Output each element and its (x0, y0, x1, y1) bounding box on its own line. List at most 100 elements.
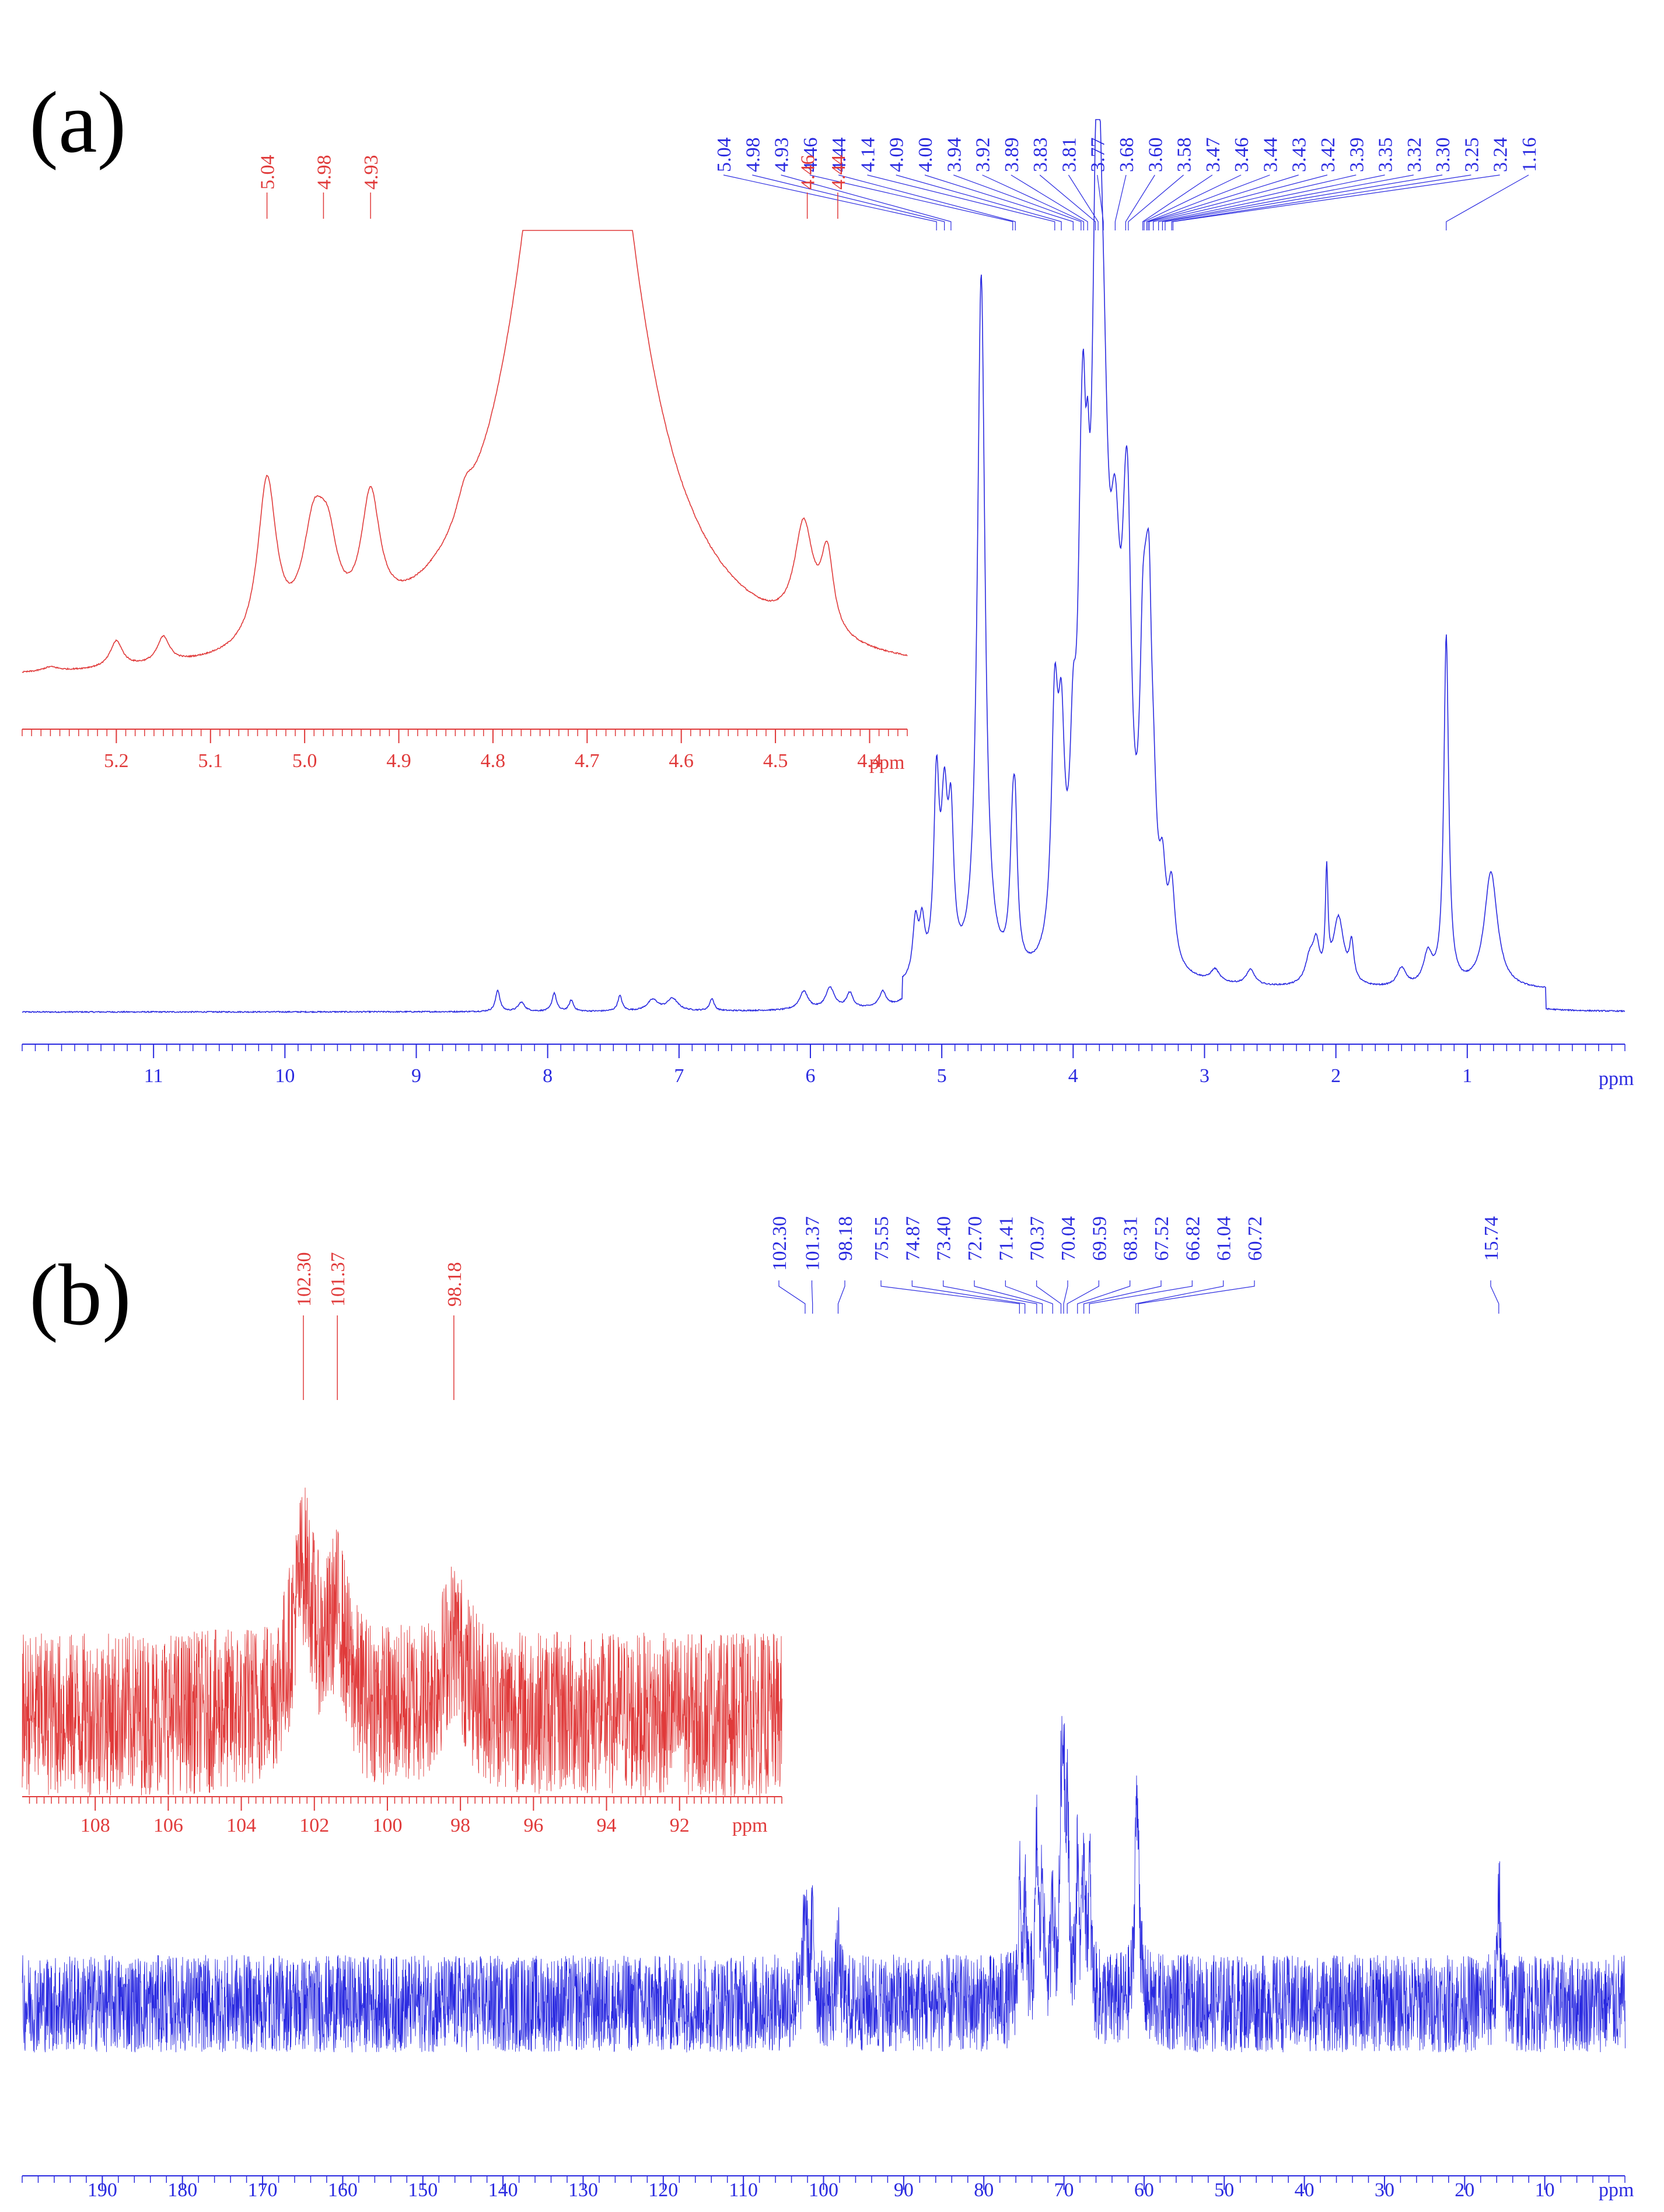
b-main-peak-label-10: 69.59 (1089, 1216, 1110, 1261)
a-main-tick-label-1: 10 (275, 1065, 295, 1087)
b-inset-spectrum-trace (22, 1488, 782, 1797)
a-main-peak-leader-1 (752, 174, 945, 230)
a-main-peak-leader-10 (1011, 174, 1088, 230)
b-main-peak-label-4: 74.87 (902, 1216, 924, 1261)
b-main-tick-label-18: 10 (1535, 2179, 1555, 2201)
a-main-peak-label-22: 3.39 (1346, 138, 1368, 173)
a-main-tick-label-2: 9 (411, 1065, 421, 1087)
b-main-tick-label-8: 110 (729, 2179, 758, 2201)
b-main-peak-label-16: 15.74 (1481, 1216, 1502, 1261)
b-main-tick-label-13: 60 (1134, 2179, 1154, 2201)
b-main-peak-leader-5 (943, 1280, 1037, 1314)
a-main-peak-label-19: 3.44 (1260, 138, 1281, 173)
a-main-peak-label-16: 3.58 (1174, 138, 1195, 173)
a-main-minor-ticks (22, 1044, 1625, 1051)
a-main-peak-leader-19 (1146, 174, 1270, 230)
a-inset-tick-label-6: 4.6 (669, 750, 694, 772)
a-inset-peak-label-4: 4.44 (828, 155, 850, 190)
a-inset-peak-label-0: 5.04 (257, 155, 279, 190)
b-main-peak-leader-0 (778, 1280, 806, 1314)
a-main-peak-label-26: 3.25 (1461, 138, 1483, 173)
b-main-peak-leader-10 (1067, 1280, 1099, 1314)
a-main-peak-label-4: 4.44 (828, 138, 850, 173)
a-main-peak-leader-16 (1128, 174, 1184, 230)
a-main-peak-label-7: 4.00 (915, 138, 936, 173)
b-main-tick-label-2: 170 (248, 2179, 278, 2201)
a-main-peak-leader-12 (1068, 174, 1099, 230)
a-main-peak-label-13: 3.77 (1088, 138, 1109, 173)
b-main-peak-leader-9 (1063, 1280, 1068, 1314)
b-main-peak-leader-1 (811, 1280, 813, 1314)
b-main-peak-label-15: 60.72 (1244, 1216, 1266, 1261)
b-main-peak-leader-4 (911, 1280, 1026, 1314)
a-main-tick-label-3: 8 (543, 1065, 553, 1087)
b-main-peak-leader-8 (1036, 1280, 1062, 1314)
b-main-peak-leader-7 (1005, 1280, 1053, 1314)
a-main-peak-leader-25 (1165, 174, 1443, 230)
a-main-peak-label-10: 3.89 (1001, 138, 1023, 173)
a-main-peak-leader-15 (1125, 174, 1155, 230)
a-main-peak-leader-8 (953, 174, 1082, 230)
b-main-tick-label-1: 180 (167, 2179, 197, 2201)
a-main-peak-label-28: 1.16 (1519, 138, 1540, 173)
a-main-peak-label-15: 3.60 (1145, 138, 1166, 173)
b-main-peak-label-2: 98.18 (835, 1216, 857, 1261)
a-main-peak-leader-2 (781, 174, 952, 230)
b-main-tick-label-16: 30 (1375, 2179, 1394, 2201)
a-main-peak-labels: 5.04 4.98 4.93 4.46 4.44 4.14 4.09 4.00 3.94 3.92… (714, 138, 1540, 230)
a-main-peak-leader-23 (1158, 174, 1385, 230)
b-inset-minor-ticks (29, 1797, 782, 1804)
b-inset-tick-label-7: 94 (597, 1815, 617, 1836)
b-main-xlabel: ppm (1599, 2179, 1634, 2201)
a-inset-xlabel: ppm (869, 752, 904, 774)
b-inset-xlabel: ppm (732, 1815, 767, 1836)
a-main-peak-label-21: 3.42 (1317, 138, 1339, 173)
a-main-peak-leader-11 (1039, 174, 1096, 230)
a-main-peak-label-9: 3.92 (973, 138, 994, 173)
a-main-tick-label-0: 11 (144, 1065, 163, 1087)
a-main-peak-label-18: 3.46 (1231, 138, 1253, 173)
a-main-peak-leader-4 (838, 174, 1016, 230)
b-main-tick-label-14: 50 (1214, 2179, 1234, 2201)
b-main-spectrum-trace (22, 1716, 1625, 2053)
a-main-peak-leader-0 (723, 174, 937, 230)
a-main-peak-leader-5 (867, 174, 1055, 230)
b-inset-tick-label-6: 96 (523, 1815, 543, 1836)
a-inset-tick-label-7: 4.5 (763, 750, 788, 772)
b-inset-tick-label-0: 108 (81, 1815, 110, 1836)
a-main-peak-leader-26 (1171, 174, 1471, 230)
b-main-tick-label-4: 150 (408, 2179, 438, 2201)
b-main-peak-leader-15 (1138, 1280, 1255, 1314)
a-main-peak-label-27: 3.24 (1490, 138, 1512, 173)
b-main-peak-leader-14 (1135, 1280, 1224, 1314)
a-main-peak-label-6: 4.09 (886, 138, 908, 173)
a-main-peak-leader-17 (1142, 174, 1213, 230)
a-main-peak-leader-28 (1446, 174, 1529, 230)
b-main-tick-label-12: 70 (1054, 2179, 1074, 2201)
a-inset-peak-label-1: 4.98 (313, 155, 335, 190)
a-main-peak-leader-22 (1153, 174, 1357, 230)
a-inset-peak-labels: 5.04 4.98 4.93 4.46 4.44 (257, 155, 850, 219)
b-inset-tick-label-2: 104 (226, 1815, 256, 1836)
a-main-tick-label-4: 7 (674, 1065, 684, 1087)
a-main-peak-label-23: 3.35 (1375, 138, 1397, 173)
a-main-peak-leader-14 (1114, 174, 1127, 230)
b-inset-tick-label-4: 100 (372, 1815, 402, 1836)
b-main-peak-label-5: 73.40 (934, 1216, 955, 1261)
a-main-tick-label-6: 5 (937, 1065, 947, 1087)
b-inset-tick-label-3: 102 (299, 1815, 329, 1836)
a-main-peak-leader-9 (982, 174, 1084, 230)
a-main-peak-label-1: 4.98 (742, 138, 764, 173)
b-main-peak-leader-2 (837, 1280, 845, 1314)
a-main-peak-label-20: 3.43 (1289, 138, 1310, 173)
a-inset-tick-label-0: 5.2 (104, 750, 129, 772)
a-main-xlabel: ppm (1599, 1068, 1634, 1090)
b-inset-peak-label-1: 101.37 (327, 1252, 349, 1307)
b-main-peak-label-8: 70.37 (1027, 1216, 1048, 1261)
b-main-peak-label-1: 101.37 (802, 1216, 824, 1271)
a-main-peak-label-5: 4.14 (857, 138, 879, 173)
b-main-peak-leader-13 (1089, 1280, 1193, 1314)
b-main-tick-label-10: 90 (894, 2179, 914, 2201)
